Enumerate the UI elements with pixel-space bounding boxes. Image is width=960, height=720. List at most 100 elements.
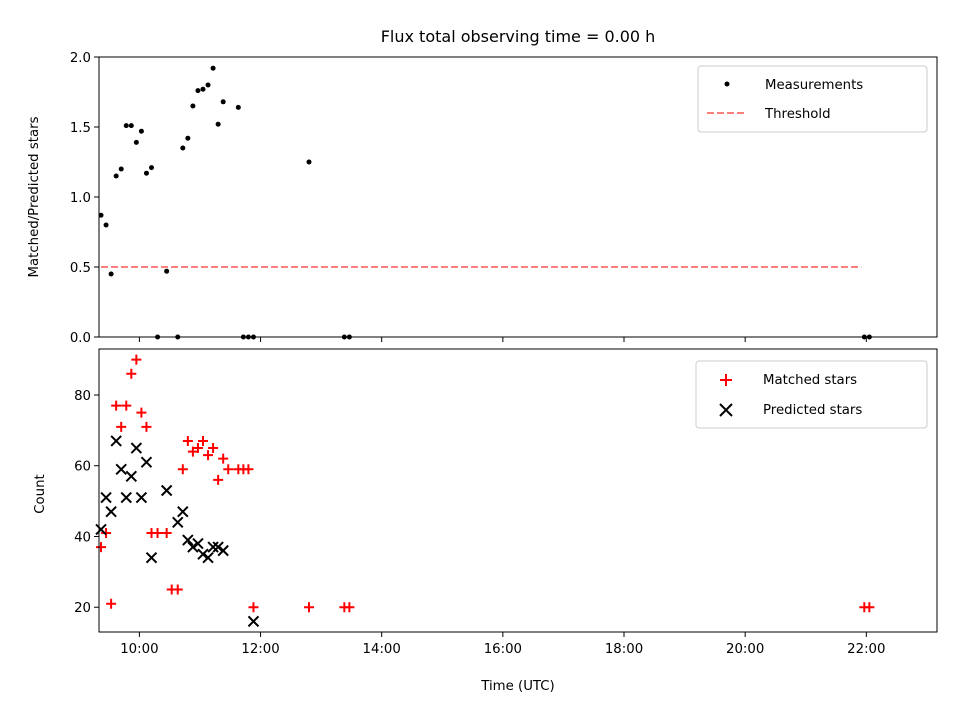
bottom-y-tick-label: 40 (74, 530, 91, 545)
legend-matched-marker (720, 374, 732, 386)
matched-star-point (96, 542, 107, 553)
x-tick-label: 14:00 (363, 642, 401, 657)
x-axis-label: Time (UTC) (480, 679, 555, 694)
measurement-point (180, 145, 186, 151)
top-legend: Measurements Threshold (697, 65, 928, 133)
matched-star-point (864, 602, 875, 613)
legend-threshold-label: Threshold (764, 107, 831, 122)
matched-star-point (187, 446, 198, 457)
measurement-point (133, 139, 139, 145)
measurement-point (98, 212, 104, 218)
x-tick-label: 18:00 (605, 642, 643, 657)
top-y-tick-label: 2.0 (70, 51, 91, 66)
x-tick-label: 22:00 (847, 642, 885, 657)
matched-star-point (344, 602, 355, 613)
legend-predicted-label: Predicted stars (763, 403, 862, 418)
predicted-star-point (207, 541, 219, 553)
x-tick-label: 16:00 (484, 642, 522, 657)
matched-star-point (121, 400, 132, 411)
bottom-legend-box (695, 360, 928, 429)
top-y-tick-label: 0.0 (70, 331, 91, 346)
predicted-star-point (197, 548, 209, 560)
bottom-panel: 20 40 60 80 10:00 12:00 14:00 16:00 18:00 20:00 22… (33, 348, 938, 694)
predicted-star-point (192, 537, 204, 550)
predicted-star-point (160, 484, 173, 497)
matched-star-point (172, 584, 183, 595)
matched-star-point (106, 598, 117, 609)
measurement-point (164, 268, 170, 274)
measurement-point (123, 123, 129, 129)
top-y-axis-label: Matched/Predicted stars (27, 116, 42, 277)
measurement-point (143, 170, 149, 176)
matched-star-point (177, 464, 188, 475)
predicted-star-point (95, 523, 107, 536)
measurement-point (128, 123, 134, 129)
measurement-point (118, 166, 124, 172)
matched-star-point (203, 450, 214, 461)
predicted-star-point (177, 506, 189, 518)
predicted-star-point (125, 470, 138, 483)
measurement-point (220, 99, 226, 105)
chart-title: Flux total observing time = 0.00 h (381, 27, 656, 46)
predicted-star-point (100, 491, 112, 504)
matched-star-point (208, 443, 219, 454)
measurement-point (103, 222, 109, 228)
measurement-point (185, 135, 191, 141)
predicted-star-point (115, 463, 127, 475)
measurement-point (205, 82, 211, 88)
bottom-y-tick-label: 20 (74, 601, 91, 616)
measurement-point (108, 271, 114, 277)
matched-star-point (218, 453, 229, 464)
top-y-tick-label: 1.0 (70, 191, 91, 206)
matched-star-point (136, 407, 147, 418)
predicted-star-point (130, 442, 143, 454)
measurement-point (190, 103, 196, 109)
predicted-star-point (140, 456, 153, 468)
predicted-star-point (172, 516, 184, 529)
bottom-plot-area (95, 354, 875, 628)
x-tick-label: 20:00 (726, 642, 764, 657)
measurement-point (200, 86, 206, 92)
predicted-star-point (105, 506, 117, 518)
predicted-star-point (212, 541, 224, 553)
matched-star-point (131, 354, 142, 365)
legend-matched-label: Matched stars (763, 373, 857, 388)
measurement-point (149, 165, 155, 171)
matched-star-point (182, 435, 193, 446)
matched-star-point (152, 527, 163, 538)
matched-star-point (141, 421, 152, 432)
matched-star-point (116, 421, 127, 432)
top-axes-ticks: 0.0 0.5 1.0 1.5 2.0 (70, 51, 867, 346)
legend-measurements-label: Measurements (765, 78, 863, 93)
predicted-star-point (120, 491, 132, 504)
x-tick-label: 10:00 (120, 642, 158, 657)
matched-star-point (243, 464, 254, 475)
measurement-point (138, 128, 144, 134)
predicted-star-point (145, 552, 158, 564)
top-y-tick-label: 1.5 (70, 121, 91, 136)
measurement-point (210, 65, 216, 71)
bottom-legend: Matched stars Predicted stars (695, 360, 928, 429)
bottom-y-tick-label: 60 (74, 460, 91, 475)
bottom-axes-frame (98, 348, 938, 633)
legend-measurements-marker (724, 81, 730, 87)
legend-predicted-marker (719, 403, 733, 417)
matched-star-point (101, 527, 112, 538)
matched-star-point (192, 443, 203, 454)
top-panel: 0.00.51.01.52.0 Matched/Predicted stars … (27, 51, 938, 346)
bottom-y-axis-label: Count (33, 474, 48, 514)
measurement-point (113, 173, 119, 179)
top-axes-frame (98, 56, 938, 338)
matched-star-point (213, 474, 224, 485)
matched-star-point (304, 602, 315, 613)
measurement-point (306, 159, 312, 165)
top-legend-box (697, 65, 928, 133)
measurement-point (235, 104, 241, 110)
measurement-point (195, 88, 201, 94)
bottom-axes-ticks: 20 40 60 80 10:00 12:00 14:00 16:00 18:00 20:00 22… (74, 389, 885, 657)
matched-star-point (248, 602, 259, 613)
predicted-star-point (182, 534, 194, 546)
predicted-star-point (247, 615, 260, 628)
bottom-y-tick-label: 80 (74, 389, 91, 404)
